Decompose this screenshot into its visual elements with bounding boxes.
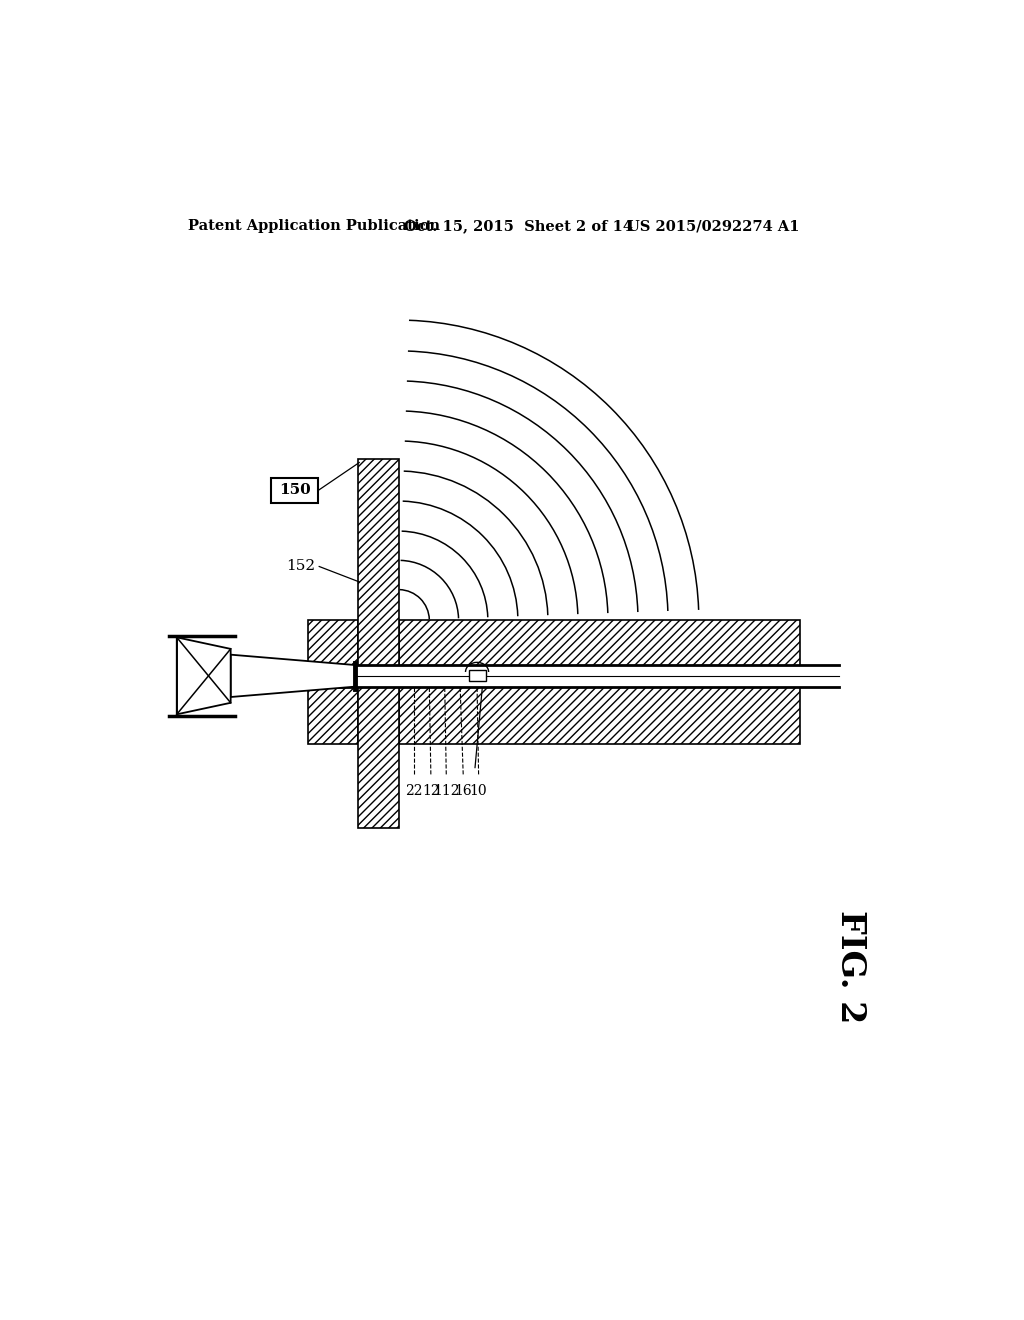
Bar bbox=[398, 620, 801, 743]
Text: 22: 22 bbox=[406, 784, 423, 797]
Text: Patent Application Publication: Patent Application Publication bbox=[188, 219, 440, 234]
Text: 152: 152 bbox=[287, 560, 315, 573]
Text: Oct. 15, 2015  Sheet 2 of 14: Oct. 15, 2015 Sheet 2 of 14 bbox=[403, 219, 633, 234]
Text: US 2015/0292274 A1: US 2015/0292274 A1 bbox=[628, 219, 800, 234]
Text: 112: 112 bbox=[433, 784, 460, 797]
Bar bbox=[469, 671, 485, 681]
Polygon shape bbox=[230, 655, 355, 697]
Bar bbox=[208, 665, 839, 686]
Text: 16: 16 bbox=[455, 784, 472, 797]
Text: 10: 10 bbox=[470, 784, 487, 797]
Polygon shape bbox=[177, 638, 230, 714]
Bar bbox=[357, 459, 398, 829]
Bar bbox=[270, 478, 318, 503]
Text: 150: 150 bbox=[279, 483, 310, 498]
Text: 12: 12 bbox=[422, 784, 439, 797]
Text: FIG. 2: FIG. 2 bbox=[834, 911, 867, 1023]
Bar bbox=[307, 620, 357, 743]
